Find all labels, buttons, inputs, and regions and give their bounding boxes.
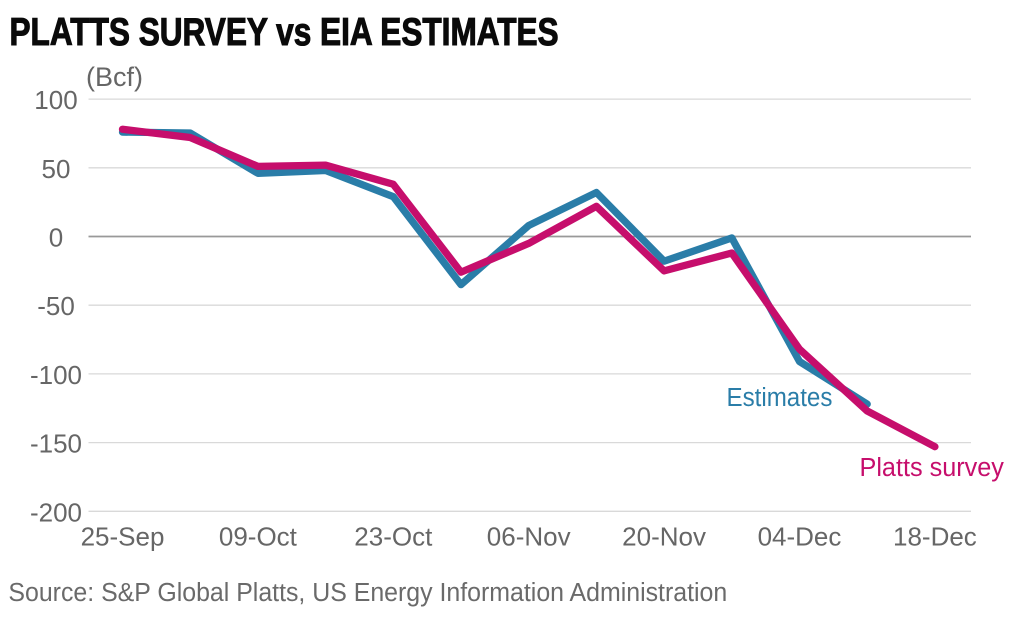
svg-text:-100: -100 <box>30 360 82 390</box>
svg-text:PLATTS SURVEY vs EIA ESTIMATES: PLATTS SURVEY vs EIA ESTIMATES <box>10 10 559 54</box>
svg-text:09-Oct: 09-Oct <box>219 522 298 552</box>
svg-text:-150: -150 <box>30 429 82 459</box>
svg-text:Source: S&P Global Platts, US: Source: S&P Global Platts, US Energy Inf… <box>8 579 727 608</box>
svg-text:0: 0 <box>49 223 63 253</box>
svg-text:(Bcf): (Bcf) <box>86 62 143 92</box>
svg-text:Platts survey: Platts survey <box>860 454 1005 482</box>
svg-text:Estimates: Estimates <box>727 383 833 412</box>
svg-text:20-Nov: 20-Nov <box>622 522 706 552</box>
svg-text:-50: -50 <box>37 291 75 321</box>
svg-text:-200: -200 <box>30 497 82 527</box>
svg-text:100: 100 <box>34 85 77 115</box>
svg-text:18-Dec: 18-Dec <box>893 522 977 552</box>
svg-text:23-Oct: 23-Oct <box>354 522 433 552</box>
svg-text:25-Sep: 25-Sep <box>81 522 165 552</box>
svg-text:50: 50 <box>42 154 71 184</box>
svg-text:04-Dec: 04-Dec <box>758 522 842 552</box>
svg-text:06-Nov: 06-Nov <box>487 522 571 552</box>
